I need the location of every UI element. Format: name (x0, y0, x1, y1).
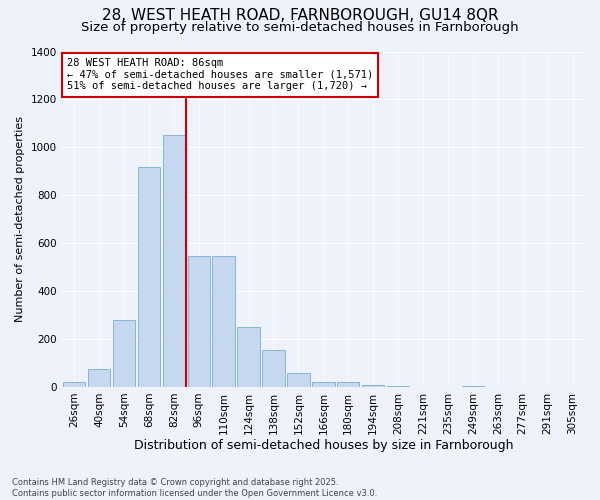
Bar (137, 166, 160, 387)
Bar (362, 384, 385, 387)
Bar (212, 256, 235, 387)
Bar (163, 136, 185, 387)
Bar (387, 386, 409, 387)
Text: 28 WEST HEATH ROAD: 86sqm
← 47% of semi-detached houses are smaller (1,571)
51% : 28 WEST HEATH ROAD: 86sqm ← 47% of semi-… (67, 58, 373, 92)
Bar (113, 320, 135, 387)
Bar (88, 369, 110, 387)
Bar (238, 327, 260, 387)
Bar (287, 372, 310, 387)
Bar (312, 382, 335, 387)
Text: Contains HM Land Registry data © Crown copyright and database right 2025.
Contai: Contains HM Land Registry data © Crown c… (12, 478, 377, 498)
X-axis label: Distribution of semi-detached houses by size in Farnborough: Distribution of semi-detached houses by … (134, 440, 513, 452)
Bar (188, 256, 210, 387)
Bar (63, 382, 85, 387)
Text: 28, WEST HEATH ROAD, FARNBOROUGH, GU14 8QR: 28, WEST HEATH ROAD, FARNBOROUGH, GU14 8… (101, 8, 499, 22)
Bar (461, 386, 484, 387)
Bar (262, 350, 285, 387)
Text: Size of property relative to semi-detached houses in Farnborough: Size of property relative to semi-detach… (81, 21, 519, 34)
Bar (337, 382, 359, 387)
Y-axis label: Number of semi-detached properties: Number of semi-detached properties (15, 116, 25, 322)
